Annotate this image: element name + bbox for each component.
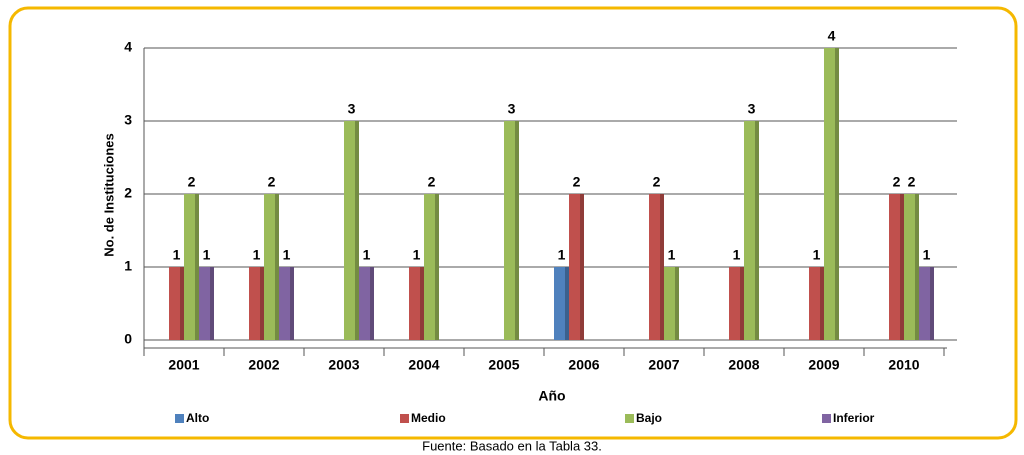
data-label: 1 [253,247,261,263]
bar-side [420,267,424,340]
bar [809,267,824,340]
caption: Fuente: Basado en la Tabla 33. [422,438,602,453]
data-label: 1 [203,247,211,263]
bar-side [210,267,214,340]
data-label: 3 [348,101,356,117]
bar-side [260,267,264,340]
bar [359,267,374,340]
bar-side [195,194,199,340]
bar [424,194,439,340]
legend-swatch [625,414,634,423]
data-label: 2 [268,174,276,190]
bar-side [515,121,519,340]
data-label: 1 [173,247,181,263]
bar [904,194,919,340]
data-label: 1 [733,247,741,263]
legend-label: Bajo [636,411,662,425]
bar [824,48,839,340]
y-tick-label: 3 [124,112,132,128]
x-tick-label: 2005 [488,357,519,373]
data-label: 2 [908,174,916,190]
y-axis-title: No. de Instituciones [101,133,116,257]
bar [504,121,519,340]
legend-swatch [822,414,831,423]
x-tick-label: 2009 [808,357,839,373]
y-tick-label: 0 [124,331,132,347]
y-tick-label: 4 [124,39,132,55]
data-label: 3 [508,101,516,117]
bar [889,194,904,340]
bar [729,267,744,340]
bar-side [660,194,664,340]
data-label: 1 [363,247,371,263]
bar-side [755,121,759,340]
bar [279,267,294,340]
x-axis-title: Año [538,388,565,404]
x-tick-label: 2001 [168,357,199,373]
data-label: 4 [828,28,836,44]
data-label: 2 [653,174,661,190]
x-tick-label: 2010 [888,357,919,373]
bar [569,194,584,340]
data-label: 1 [923,247,931,263]
data-label: 1 [283,247,291,263]
bar [409,267,424,340]
bar-side [675,267,679,340]
bar-side [435,194,439,340]
y-tick-label: 2 [124,185,132,201]
bar-side [930,267,934,340]
data-label: 1 [558,247,566,263]
bar-side [740,267,744,340]
x-tick-label: 2006 [568,357,599,373]
bar [184,194,199,340]
bar-side [835,48,839,340]
data-label: 3 [748,101,756,117]
data-label: 1 [413,247,421,263]
x-tick-label: 2007 [648,357,679,373]
bar [169,267,184,340]
bar-side [275,194,279,340]
bar-side [915,194,919,340]
bar [554,267,569,340]
bar-side [370,267,374,340]
x-tick-label: 2002 [248,357,279,373]
bar-side [180,267,184,340]
legend-label: Medio [411,411,446,425]
y-tick-label: 1 [124,258,132,274]
legend-label: Inferior [833,411,875,425]
bar-side [355,121,359,340]
legend-swatch [400,414,409,423]
bar-side [900,194,904,340]
data-label: 2 [573,174,581,190]
data-label: 2 [893,174,901,190]
bar [664,267,679,340]
bar [649,194,664,340]
legend-label: Alto [186,411,209,425]
bar [199,267,214,340]
x-tick-label: 2004 [408,357,439,373]
bar [264,194,279,340]
bar-side [820,267,824,340]
data-label: 2 [188,174,196,190]
bar-side [565,267,569,340]
x-tick-label: 2008 [728,357,759,373]
data-label: 1 [668,247,676,263]
legend-swatch [175,414,184,423]
bar [249,267,264,340]
bar [344,121,359,340]
x-tick-label: 2003 [328,357,359,373]
bar [919,267,934,340]
bar-side [580,194,584,340]
data-label: 2 [428,174,436,190]
bar [744,121,759,340]
data-label: 1 [813,247,821,263]
bar-side [290,267,294,340]
